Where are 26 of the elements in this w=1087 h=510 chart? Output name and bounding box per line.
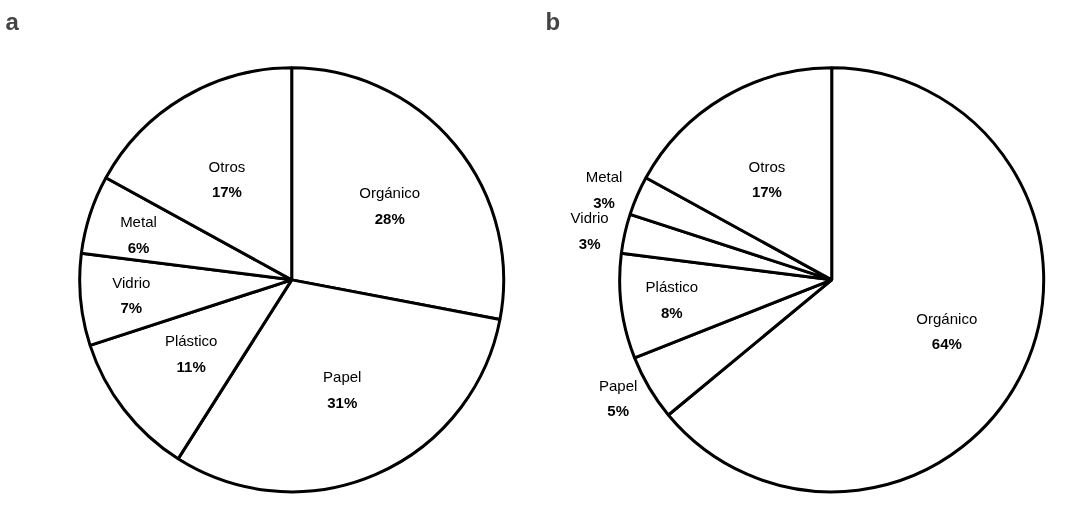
slice-label: Orgánico — [359, 184, 421, 202]
slice-label: Vidrio — [112, 273, 151, 291]
chart-title: a — [5, 7, 20, 35]
slice-label: Plástico — [164, 331, 218, 349]
data-label: 31% — [327, 393, 358, 411]
chart-title: b — [545, 7, 561, 35]
slice-label: Otros — [748, 157, 786, 175]
data-label: 64% — [931, 335, 962, 353]
data-label: 28% — [374, 209, 405, 227]
data-label: 17% — [211, 183, 242, 201]
slice-label: Metal — [585, 167, 623, 185]
slice-label: Orgánico — [916, 309, 978, 327]
slice-label: Metal — [120, 213, 157, 231]
slice-label: Plástico — [645, 278, 699, 296]
data-label: 3% — [593, 193, 615, 211]
slice-label: Papel — [323, 368, 362, 386]
data-label: 6% — [127, 238, 150, 256]
data-label: 8% — [661, 303, 683, 321]
data-label: 3% — [578, 234, 601, 252]
data-label: 17% — [751, 183, 782, 201]
slice-label: Otros — [208, 157, 246, 175]
data-label: 11% — [176, 357, 206, 375]
data-label: 7% — [120, 299, 143, 317]
data-label: 5% — [607, 402, 630, 420]
slice-label: Vidrio — [570, 209, 609, 227]
slice-label: Papel — [599, 376, 638, 394]
